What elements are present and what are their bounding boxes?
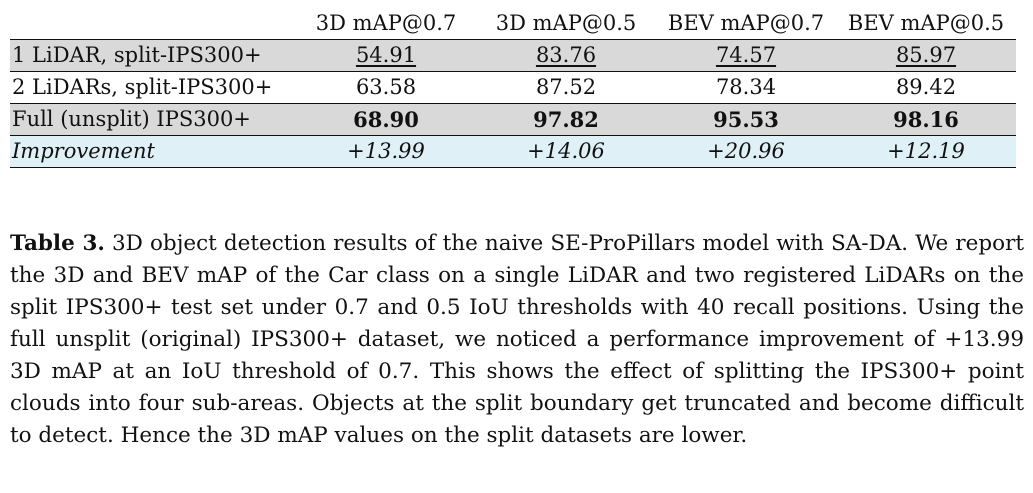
table-cell: +14.06: [476, 135, 656, 168]
header-empty: [10, 8, 296, 40]
table-cell: 68.90: [296, 103, 476, 136]
table-cell: 97.82: [476, 103, 656, 136]
table-cell: 83.76: [535, 43, 597, 67]
table-caption: Table 3. 3D object detection results of …: [10, 228, 1024, 452]
row-label: Improvement: [10, 135, 296, 168]
table-header-row: 3D mAP@0.7 3D mAP@0.5 BEV mAP@0.7 BEV mA…: [10, 8, 1016, 40]
caption-text: 3D object detection results of the naive…: [10, 231, 1024, 448]
table-cell: 85.97: [895, 43, 957, 67]
results-table-container: 3D mAP@0.7 3D mAP@0.5 BEV mAP@0.7 BEV mA…: [10, 8, 1016, 168]
table-cell: 87.52: [476, 71, 656, 104]
row-label: 2 LiDARs, split-IPS300+: [10, 71, 296, 104]
table-cell: +13.99: [296, 135, 476, 168]
caption-label: Table 3.: [10, 231, 105, 256]
table-row-improvement: Improvement +13.99 +14.06 +20.96 +12.19: [10, 135, 1016, 168]
table-row: Full (unsplit) IPS300+ 68.90 97.82 95.53…: [10, 103, 1016, 136]
table-row: 2 LiDARs, split-IPS300+ 63.58 87.52 78.3…: [10, 71, 1016, 104]
table-cell: 63.58: [296, 71, 476, 104]
header-3d-map-07: 3D mAP@0.7: [296, 8, 476, 40]
results-table: 3D mAP@0.7 3D mAP@0.5 BEV mAP@0.7 BEV mA…: [10, 8, 1016, 168]
header-bev-map-07: BEV mAP@0.7: [656, 8, 836, 40]
table-cell: 95.53: [656, 103, 836, 136]
table-cell: +12.19: [836, 135, 1016, 168]
table-cell: 54.91: [355, 43, 417, 67]
table-cell: 89.42: [836, 71, 1016, 104]
header-bev-map-05: BEV mAP@0.5: [836, 8, 1016, 40]
table-row: 1 LiDAR, split-IPS300+ 54.91 83.76 74.57…: [10, 39, 1016, 72]
header-3d-map-05: 3D mAP@0.5: [476, 8, 656, 40]
table-cell: 78.34: [656, 71, 836, 104]
row-label: Full (unsplit) IPS300+: [10, 103, 296, 136]
table-cell: 98.16: [836, 103, 1016, 136]
table-cell: +20.96: [656, 135, 836, 168]
row-label: 1 LiDAR, split-IPS300+: [10, 39, 296, 72]
table-cell: 74.57: [715, 43, 777, 67]
